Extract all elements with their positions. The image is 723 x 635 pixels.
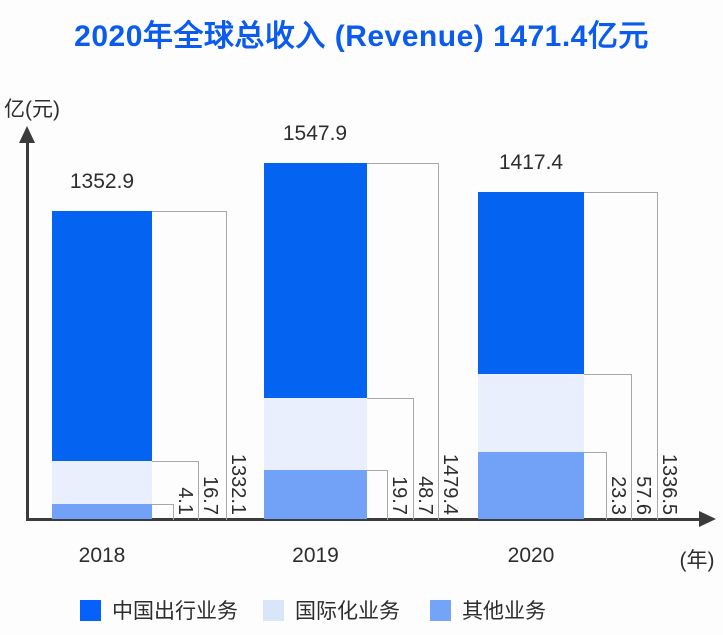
chart-title: 2020年全球总收入 (Revenue) 1471.4亿元 [74,20,649,53]
legend-swatch-china-mobility [80,599,101,621]
y-axis-arrow-icon [19,126,35,143]
bar-2018-china-mobility [52,211,152,461]
legend-item-other: 其他业务 [430,595,546,625]
bracket-2020-international [584,374,632,520]
bar-2018-other [52,504,152,519]
value-label-2018-international: 16.7 [199,476,221,515]
value-label-2018-other: 4.1 [174,487,196,515]
total-label-2020: 1417.4 [498,151,564,174]
value-label-2020-international: 57.6 [632,476,654,515]
legend-item-china-mobility: 中国出行业务 [80,595,238,625]
value-label-2019-other: 19.7 [388,476,410,515]
bar-2019-other [264,470,367,519]
y-axis-unit-label: 亿(元) [4,98,60,121]
value-label-2018-china-mobility: 1332.1 [227,453,249,515]
bracket-2018-other [152,504,174,520]
value-label-2020-china-mobility: 1336.5 [658,453,680,515]
legend-item-international: 国际化业务 [263,595,400,625]
legend-label-other: 其他业务 [462,600,546,623]
bar-2020-international [478,374,584,452]
bracket-2020-china-mobility [584,192,658,520]
legend-label-international: 国际化业务 [295,600,400,623]
bracket-2019-other [367,470,388,520]
value-label-2020-other: 23.3 [607,476,629,515]
bar-2019-china-mobility [264,163,367,398]
x-tick-2020: 2020 [507,544,555,567]
bracket-2018-china-mobility [152,211,227,520]
bar-2020-other [478,452,584,519]
legend-swatch-other [430,599,451,621]
bar-2018-international [52,461,152,504]
legend-swatch-international [263,599,284,621]
x-tick-2018: 2018 [78,544,126,567]
total-label-2018: 1352.9 [69,170,135,193]
bracket-2019-international [367,398,414,520]
y-axis-line [26,140,29,521]
legend-label-china-mobility: 中国出行业务 [112,600,238,623]
bar-2020-china-mobility [478,192,584,374]
x-axis-unit-label: (年) [679,549,715,572]
total-label-2019: 1547.9 [282,122,348,145]
bracket-2019-china-mobility [367,163,439,520]
value-label-2019-international: 48.7 [414,476,436,515]
bracket-2018-international [152,461,199,520]
x-tick-2019: 2019 [292,544,339,567]
bracket-2020-other [584,452,607,520]
x-axis-line [26,518,702,521]
bar-2019-international [264,398,367,470]
value-label-2019-china-mobility: 1479.4 [439,453,461,515]
x-axis-arrow-icon [699,511,716,527]
